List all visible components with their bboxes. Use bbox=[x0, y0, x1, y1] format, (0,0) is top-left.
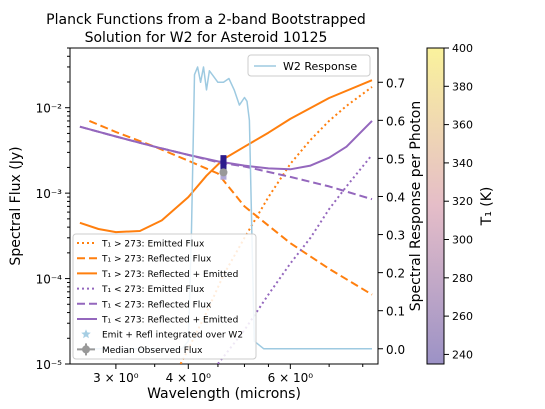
legend-entry-label: T₁ < 273: Emitted Flux bbox=[101, 285, 205, 295]
chart-title-line-2: Solution for W2 for Asteroid 10125 bbox=[85, 30, 328, 46]
y2-tick-label: 0.0 bbox=[386, 343, 405, 357]
legend-w2-frame bbox=[247, 54, 371, 77]
y2-tick-label: 0.2 bbox=[386, 267, 405, 281]
y2-tick-label: 0.5 bbox=[386, 152, 405, 166]
median-observed-flux-point bbox=[219, 168, 228, 177]
colorbar-tick-label: 360 bbox=[452, 119, 473, 132]
series-line-1 bbox=[89, 119, 373, 296]
colorbar-tick-label: 300 bbox=[452, 234, 473, 247]
colorbar-tick-label: 240 bbox=[452, 348, 473, 361]
y-tick-label: 10⁻³ bbox=[36, 187, 63, 201]
legend-entry-label: T₁ < 273: Reflected + Emitted bbox=[101, 316, 238, 326]
y2-axis-label: Spectral Response per Photon bbox=[408, 101, 424, 311]
colorbar-tick-label: 280 bbox=[452, 272, 473, 285]
colorbar-tick-label: 380 bbox=[452, 80, 473, 93]
legend-entry-label: Median Observed Flux bbox=[102, 346, 203, 356]
integrated-flux-marker bbox=[220, 157, 227, 166]
y-tick-label: 10⁻² bbox=[36, 102, 63, 116]
colorbar-tick-label: 400 bbox=[452, 42, 473, 55]
colorbar bbox=[426, 47, 445, 365]
x-tick-label: 6 × 10⁰ bbox=[268, 371, 314, 385]
y2-tick-label: 0.4 bbox=[386, 190, 405, 204]
legend-main-frame bbox=[72, 233, 257, 360]
legend-w2-response: W2 Response bbox=[247, 54, 371, 77]
colorbar-label: T₁ (K) bbox=[479, 187, 495, 227]
y-axis-label: Spectral Flux (Jy) bbox=[8, 146, 24, 265]
x-tick-label: 3 × 10⁰ bbox=[93, 371, 139, 385]
series-line-5 bbox=[79, 120, 373, 171]
legend-w2-label: W2 Response bbox=[283, 60, 357, 73]
x-axis-label: Wavelength (microns) bbox=[147, 386, 301, 402]
legend-entry-label: T₁ > 273: Reflected + Emitted bbox=[101, 270, 238, 280]
y2-tick-label: 0.1 bbox=[386, 305, 405, 319]
colorbar-tick-label: 340 bbox=[452, 157, 473, 170]
y2-tick-label: 0.7 bbox=[386, 76, 405, 90]
y2-tick-label: 0.3 bbox=[386, 229, 405, 243]
colorbar-tick-label: 320 bbox=[452, 195, 473, 208]
chart-title-line-1: Planck Functions from a 2-band Bootstrap… bbox=[46, 12, 366, 28]
legend-circle-marker bbox=[82, 345, 90, 354]
x-tick-label: 4 × 10⁰ bbox=[166, 371, 212, 385]
y2-tick-label: 0.6 bbox=[386, 114, 405, 128]
legend-star-marker bbox=[81, 329, 91, 339]
y-tick-label: 10⁻⁵ bbox=[36, 358, 63, 372]
legend-entry-label: T₁ > 273: Emitted Flux bbox=[101, 240, 205, 250]
colorbar-tick-label: 260 bbox=[452, 310, 473, 323]
integrated-flux-marker bbox=[220, 163, 227, 172]
series-line-2 bbox=[79, 79, 373, 234]
y-tick-label: 10⁻⁴ bbox=[36, 273, 63, 287]
legend-entry-label: T₁ > 273: Reflected Flux bbox=[101, 255, 212, 265]
legend-entry-label: T₁ < 273: Reflected Flux bbox=[101, 300, 212, 310]
legend-main: T₁ > 273: Emitted Flux T₁ > 273: Reflecte… bbox=[72, 233, 257, 360]
legend-entry-label: Emit + Refl integrated over W2 bbox=[102, 331, 243, 341]
